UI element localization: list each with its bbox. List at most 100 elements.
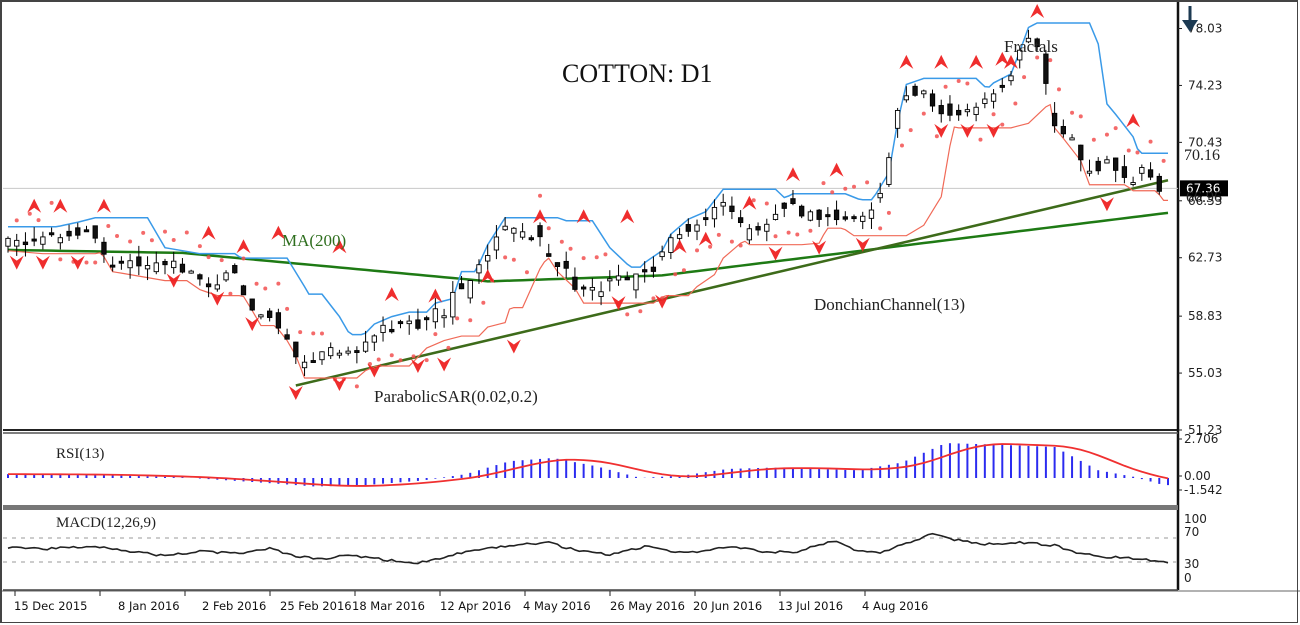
candle — [737, 210, 744, 228]
date-tick-label: 4 Aug 2016 — [862, 599, 928, 613]
fractal-down-icon — [812, 240, 827, 255]
psar-dot — [27, 211, 32, 216]
candle — [589, 278, 596, 301]
candle — [389, 320, 395, 334]
psar-dot — [908, 128, 913, 133]
psar-dot — [298, 330, 303, 335]
candle-body — [929, 93, 936, 107]
psar-dot — [49, 200, 54, 205]
candle — [397, 319, 404, 329]
candle-body — [685, 224, 691, 232]
psar-dot — [219, 258, 224, 263]
psar-dot — [254, 281, 259, 286]
psar-dot — [921, 111, 926, 116]
candle — [563, 251, 569, 278]
fractal-down-icon — [210, 291, 225, 306]
psar-dot — [638, 309, 643, 314]
psar-dot — [991, 112, 996, 117]
candle — [345, 346, 351, 356]
candle — [22, 232, 29, 257]
candle — [746, 224, 753, 244]
fractal-up-icon — [428, 288, 443, 303]
price-tick-label: 78.03 — [1188, 22, 1222, 36]
candle-body — [842, 216, 848, 220]
rsi-tick-label: 0.00 — [1184, 469, 1211, 483]
candle — [1008, 70, 1014, 86]
candle — [197, 273, 203, 286]
macd-tick-label: 70 — [1184, 525, 1199, 539]
macd-tick-label: 30 — [1184, 557, 1199, 571]
macd-line — [7, 532, 1169, 565]
donchian-label: DonchianChannel(13) — [814, 295, 965, 314]
candle — [48, 227, 55, 237]
fractal-down-icon — [1099, 197, 1114, 212]
candle-body — [868, 209, 875, 219]
candle — [990, 89, 997, 109]
candle-body — [1139, 167, 1145, 174]
candle-body — [903, 95, 909, 101]
candle-body — [633, 273, 639, 291]
candle — [982, 92, 988, 109]
date-tick-label: 13 Jul 2016 — [778, 599, 843, 613]
candle-body — [83, 229, 90, 233]
psar-dot — [36, 218, 41, 223]
candle-body — [267, 310, 273, 318]
psar-dot — [455, 316, 460, 321]
candle-body — [720, 201, 726, 207]
candle-body — [694, 224, 700, 232]
price-tick-label: 55.03 — [1188, 366, 1222, 380]
candle-body — [589, 286, 596, 291]
fractal-up-icon — [96, 198, 111, 213]
fractal-up-icon — [969, 54, 984, 69]
candle — [441, 308, 447, 328]
price-tick-label: 58.83 — [1188, 309, 1222, 323]
candle-body — [92, 225, 98, 239]
psar-dot — [673, 272, 678, 277]
candle — [1156, 173, 1162, 195]
psar-dot — [934, 134, 939, 139]
candle — [615, 264, 622, 286]
price-tick-label: 62.73 — [1188, 251, 1222, 265]
psar-dot — [1148, 139, 1153, 144]
fractal-down-icon — [166, 273, 181, 288]
candle — [894, 107, 901, 138]
candle-body — [781, 202, 787, 209]
fractal-down-icon — [332, 377, 347, 392]
candle — [301, 355, 308, 377]
candle — [598, 281, 604, 306]
candle — [816, 209, 822, 227]
candle-body — [136, 256, 142, 267]
candle-body — [389, 328, 395, 333]
candle-body — [48, 232, 55, 236]
candle — [703, 208, 709, 226]
candle — [833, 200, 840, 226]
candle-body — [668, 237, 674, 253]
psar-label: ParabolicSAR(0.02,0.2) — [374, 387, 538, 406]
psar-dot — [524, 270, 529, 275]
candle-body — [799, 205, 805, 217]
fractal-down-icon — [655, 294, 670, 309]
level-70-16: 70.16 — [1184, 147, 1220, 164]
candle-body — [310, 360, 316, 363]
candle — [144, 256, 151, 281]
candle — [929, 89, 936, 112]
price-tick-label: 70.43 — [1188, 135, 1222, 149]
psar-dot — [1035, 55, 1040, 60]
candle — [75, 222, 81, 240]
macd-tick-label: 100 — [1184, 512, 1207, 526]
candle-body — [1034, 38, 1040, 48]
macd-label: MACD(12,26,9) — [56, 515, 156, 531]
donchian-lower-line — [7, 103, 1168, 379]
psar-dot — [764, 201, 769, 206]
psar-dot — [773, 234, 778, 239]
candle — [354, 346, 360, 364]
psar-dot — [603, 252, 608, 257]
candle-body — [546, 253, 552, 257]
candle-body — [607, 278, 613, 282]
candle-body — [22, 241, 29, 246]
fractal-up-icon — [576, 209, 591, 224]
psar-dot — [171, 238, 176, 243]
psar-dot — [128, 239, 133, 244]
psar-dot — [538, 193, 543, 198]
psar-dot — [263, 286, 268, 291]
